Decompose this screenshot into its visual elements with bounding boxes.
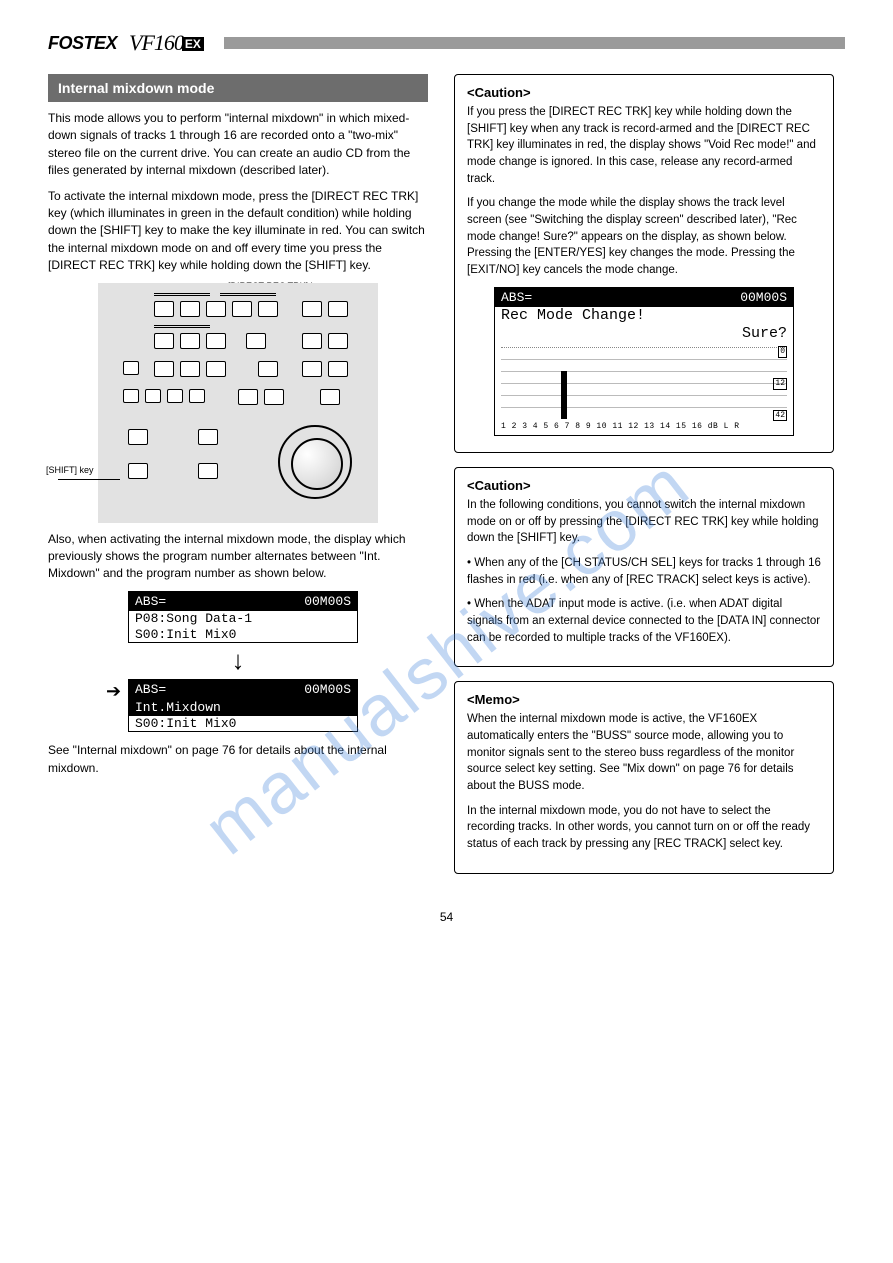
paragraph: When the internal mixdown mode is active… [467,711,821,794]
box-title: <Caution> [467,478,821,493]
meter-scale-right: 0 12 42 [765,348,787,419]
content-columns: Internal mixdown mode This mode allows y… [48,74,845,888]
arrow-down-icon: ↓ [48,647,428,673]
lcd-time: 00M00S [740,290,787,306]
jog-wheel [278,425,352,499]
lcd-line: S00:Init Mix0 [129,627,357,643]
lcd-recmode: ABS= 00M00S Rec Mode Change! Sure? [494,287,794,436]
right-column: <Caution> If you press the [DIRECT REC T… [454,74,834,888]
lcd-time: 00M00S [304,682,351,698]
paragraph: Also, when activating the internal mixdo… [48,531,428,583]
callout-label: [SHIFT] key [46,465,94,475]
paragraph: In the following conditions, you cannot … [467,497,821,547]
brand-model: VF160EX [129,30,204,56]
arrow-right-icon: ➔ [106,681,121,702]
lcd-line: Rec Mode Change! [495,307,793,325]
lcd-line: Int.Mixdown [129,700,357,716]
lcd-abs: ABS= [135,594,166,610]
device-illustration-wrap: [DIRECT REC TRK] key [48,283,428,523]
lcd-abs: ABS= [135,682,166,698]
device-panel [98,283,378,523]
lcd-meter: 0 12 42 [501,347,787,419]
paragraph: To activate the internal mixdown mode, p… [48,188,428,275]
caution-box-1: <Caution> If you press the [DIRECT REC T… [454,74,834,453]
callout-line [58,479,120,480]
lcd-after: ➔ ABS= 00M00S Int.Mixdown S00:Init Mix0 [48,679,428,732]
box-title: <Memo> [467,692,821,707]
page-header: FOSTEX VF160EX [48,30,845,56]
header-rule [224,37,845,49]
lcd-line: P08:Song Data-1 [129,611,357,627]
lcd-line: S00:Init Mix0 [129,716,357,732]
paragraph: In the internal mixdown mode, you do not… [467,803,821,853]
paragraph: If you press the [DIRECT REC TRK] key wh… [467,104,821,187]
box-title: <Caution> [467,85,821,100]
bullet: • When any of the [CH STATUS/CH SEL] key… [467,555,821,588]
lcd-channel-scale: 1 2 3 4 5 6 7 8 9 10 11 12 13 14 15 16 d… [495,421,793,435]
lcd-line: Sure? [495,325,793,343]
lcd-abs: ABS= [501,290,532,306]
left-column: Internal mixdown mode This mode allows y… [48,74,428,888]
paragraph: This mode allows you to perform "interna… [48,110,428,180]
lcd-time: 00M00S [304,594,351,610]
paragraph: If you change the mode while the display… [467,195,821,278]
lcd-before: ABS= 00M00S P08:Song Data-1 S00:Init Mix0 [48,591,428,644]
section-title: Internal mixdown mode [48,74,428,102]
paragraph: See "Internal mixdown" on page 76 for de… [48,742,428,777]
bullet: • When the ADAT input mode is active. (i… [467,596,821,646]
page-number: 54 [48,910,845,924]
memo-box: <Memo> When the internal mixdown mode is… [454,681,834,873]
brand-fostex: FOSTEX [48,33,117,54]
caution-box-2: <Caution> In the following conditions, y… [454,467,834,667]
